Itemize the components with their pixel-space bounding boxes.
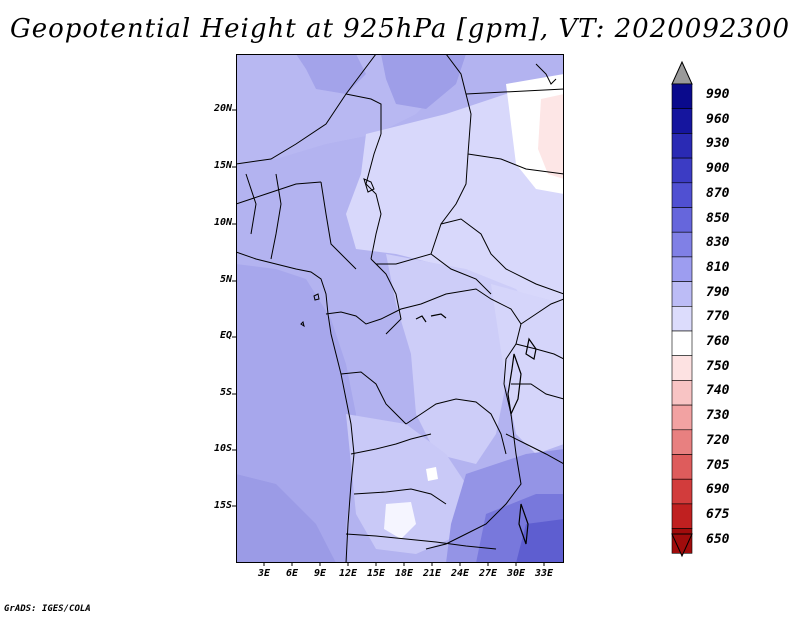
lat-tick-15s: 15S [213, 500, 232, 511]
lat-tick-20n: 20N [213, 103, 232, 114]
colorbar-segment [671, 330, 693, 357]
colorbar-label: 900 [706, 161, 730, 177]
colorbar-top-arrow [671, 60, 693, 85]
lat-tick-5s: 5S [219, 387, 232, 398]
lon-tick-18e: 18E [394, 568, 414, 579]
colorbar-segment [671, 454, 693, 480]
field-north-darker-patch-2 [381, 54, 466, 109]
lon-tick-3e: 3E [257, 568, 271, 579]
colorbar-label: 760 [706, 334, 730, 349]
lon-tick-12e: 12E [338, 568, 358, 579]
colorbar-label: 720 [706, 432, 730, 448]
field-southwest-dark [236, 474, 336, 563]
colorbar-segment [671, 404, 693, 431]
lake-chad [363, 178, 375, 193]
colorbar-label: 750 [706, 358, 730, 374]
map-title: Geopotential Height at 925hPa [gpm], VT:… [9, 14, 791, 44]
field-east-light [491, 284, 564, 454]
island-sao-tome [300, 321, 305, 328]
colorbar-label: 690 [706, 482, 730, 498]
colorbar-label: 960 [706, 111, 730, 127]
colorbar-segment [671, 182, 693, 208]
colorbar-segment [671, 207, 693, 233]
colorbar-label: 930 [706, 136, 730, 152]
lon-tick-15e: 15E [366, 568, 386, 579]
colorbar-segment [671, 429, 693, 455]
colorbar-segment [671, 478, 693, 505]
lat-tick-5n: 5N [219, 274, 232, 285]
colorbar-segment [671, 306, 693, 332]
colorbar-segment [671, 157, 693, 184]
colorbar-segment [671, 231, 693, 258]
colorbar-segment [671, 281, 693, 307]
lon-tick-6e: 6E [285, 568, 299, 579]
colorbar-label: 850 [706, 210, 730, 226]
lon-tick-33e: 33E [534, 568, 554, 579]
field-north-darker-patch [296, 54, 366, 94]
lon-tick-9e: 9E [313, 568, 327, 579]
colorbar-label: 990 [706, 87, 730, 102]
lat-tick-eq: EQ [219, 330, 232, 341]
x-axis-ticks [263, 562, 545, 566]
colorbar-segment [671, 380, 693, 406]
country-borders [236, 54, 564, 563]
colorbar-label: 770 [706, 309, 730, 325]
colorbar-label: 705 [706, 457, 730, 473]
lat-tick-10n: 10N [213, 217, 232, 228]
colorbar-label: 730 [706, 408, 730, 424]
field-northeast-pink [538, 94, 564, 179]
colorbar [671, 60, 693, 558]
colorbar-segment [671, 108, 693, 134]
colorbar-label: 830 [706, 235, 730, 251]
colorbar-label: 650 [706, 531, 730, 547]
colorbar-segment [671, 503, 693, 529]
field-central-light [346, 84, 564, 304]
geopotential-height-map [236, 54, 564, 563]
red-sea-coast [535, 63, 557, 85]
field-south-white-patch [384, 502, 416, 539]
lat-tick-10s: 10S [213, 443, 232, 454]
field-south-white-patch-2 [426, 467, 438, 481]
lon-tick-27e: 27E [478, 568, 498, 579]
colorbar-label: 790 [706, 284, 730, 300]
lakes [415, 313, 537, 545]
lat-tick-15n: 15N [213, 160, 232, 171]
colorbar-segment [671, 355, 693, 381]
colorbar-bottom-arrow [671, 533, 693, 558]
lon-tick-21e: 21E [422, 568, 442, 579]
colorbar-segment [671, 83, 693, 110]
footer-credit: GrADS: IGES/COLA [4, 604, 91, 614]
colorbar-segment [671, 133, 693, 159]
colorbar-segment [671, 256, 693, 282]
colorbar-label: 675 [706, 506, 730, 522]
lon-tick-24e: 24E [450, 568, 470, 579]
colorbar-label: 810 [706, 259, 730, 275]
y-axis-ticks [232, 109, 236, 507]
colorbar-label: 740 [706, 383, 730, 399]
island-bioko [313, 293, 320, 301]
lon-tick-30e: 30E [506, 568, 526, 579]
colorbar-label: 870 [706, 185, 730, 201]
